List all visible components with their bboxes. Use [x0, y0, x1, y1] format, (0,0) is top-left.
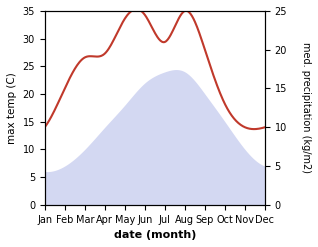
Y-axis label: med. precipitation (kg/m2): med. precipitation (kg/m2): [301, 42, 311, 173]
X-axis label: date (month): date (month): [114, 230, 196, 240]
Y-axis label: max temp (C): max temp (C): [7, 72, 17, 144]
